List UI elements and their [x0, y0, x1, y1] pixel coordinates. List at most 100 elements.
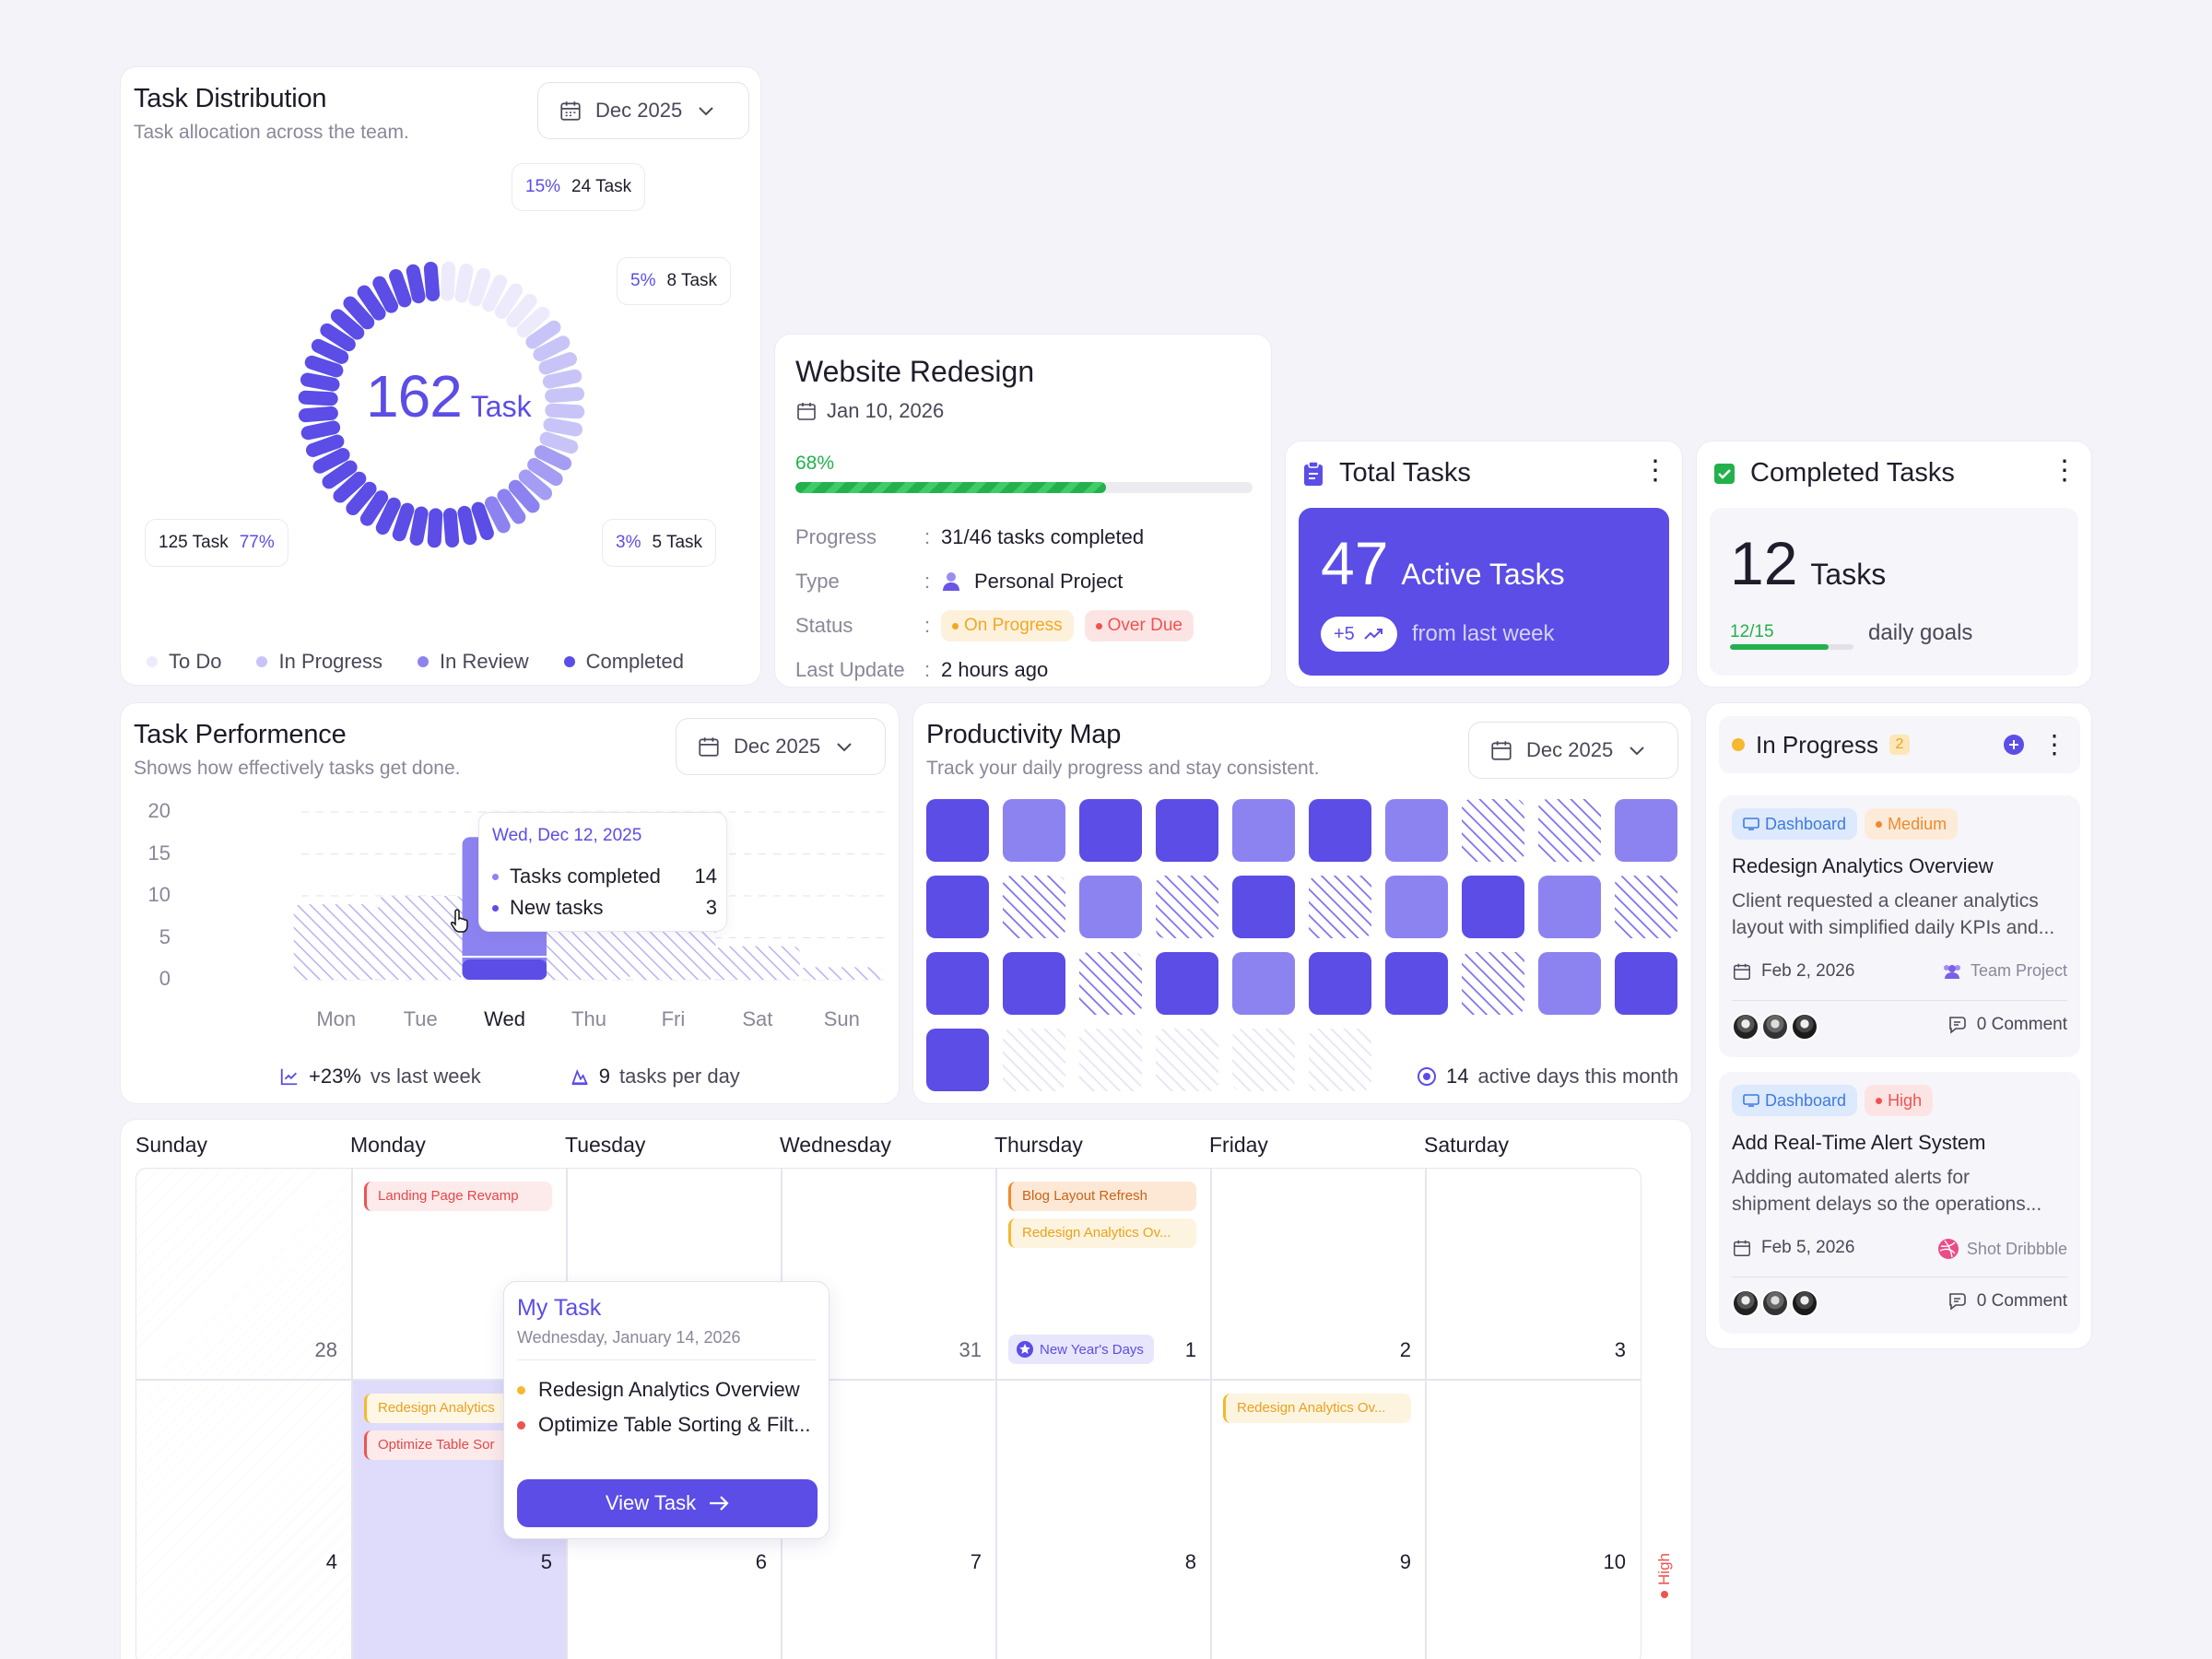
legend-item: To Do: [147, 650, 221, 674]
delta-text: from last week: [1411, 621, 1555, 646]
heatmap-cell[interactable]: [1079, 1029, 1142, 1091]
popup-task-item[interactable]: Optimize Table Sorting & Filt...: [517, 1413, 811, 1437]
heatmap-cell[interactable]: [1156, 799, 1218, 862]
popup-task-item[interactable]: Redesign Analytics Overview: [517, 1378, 800, 1402]
heatmap-cell[interactable]: [1538, 799, 1601, 862]
heatmap-cell[interactable]: [1538, 952, 1601, 1015]
active-days-summary: 14 active days this month: [1417, 1065, 1678, 1088]
calendar-event[interactable]: Redesign Analytics: [364, 1394, 530, 1423]
y-tick-label: 0: [159, 967, 171, 990]
card-title: Total Tasks: [1339, 458, 1471, 488]
heatmap-cell[interactable]: [1156, 876, 1218, 938]
heatmap-cell[interactable]: [1615, 952, 1677, 1015]
calendar-event[interactable]: Redesign Analytics Ov...: [1223, 1394, 1411, 1423]
project-card[interactable]: Website Redesign Jan 10, 2026 68% Progre…: [774, 334, 1272, 688]
day-number[interactable]: 4: [325, 1550, 337, 1573]
priority-side-label: High: [1653, 1553, 1677, 1654]
heatmap-cell[interactable]: [1462, 952, 1524, 1015]
bar[interactable]: [293, 904, 379, 980]
donut-segment: [454, 263, 474, 303]
heatmap-cell[interactable]: [926, 876, 989, 938]
calendar-grid: 28 31 1 2 3 4 5 6 7 8 9 10 Landing Page …: [135, 1168, 1641, 1659]
task-date-row: Feb 2, 2026: [1732, 961, 1854, 982]
active-label: Active Tasks: [1401, 558, 1565, 591]
weekday-label: Sunday: [135, 1133, 208, 1157]
goal-bar: [1730, 644, 1853, 650]
project-date-row: Jan 10, 2026: [795, 399, 944, 423]
heatmap-cell[interactable]: [1232, 952, 1295, 1015]
day-number[interactable]: 10: [1603, 1550, 1626, 1573]
heatmap-cell[interactable]: [1079, 876, 1142, 938]
heatmap-cell[interactable]: [926, 1029, 989, 1091]
day-number[interactable]: 5: [540, 1550, 552, 1573]
donut-segment: [298, 406, 338, 423]
heatmap-cell[interactable]: [1156, 1029, 1218, 1091]
donut-segment: [506, 293, 537, 328]
day-number[interactable]: 31: [959, 1338, 982, 1361]
date-dropdown[interactable]: Dec 2025: [537, 82, 749, 139]
day-number[interactable]: 8: [1184, 1550, 1196, 1573]
calendar-event[interactable]: Landing Page Revamp: [364, 1182, 552, 1211]
status-badge-over-due: Over Due: [1084, 610, 1194, 641]
heatmap-cell[interactable]: [1003, 799, 1065, 862]
heatmap-cell[interactable]: [1003, 952, 1065, 1015]
performance-card: Task Performence Shows how effectively t…: [120, 702, 900, 1104]
heatmap-cell[interactable]: [1385, 876, 1448, 938]
heatmap-cell[interactable]: [1385, 799, 1448, 862]
heatmap-cell[interactable]: [1385, 952, 1448, 1015]
completed-tasks-card: Completed Tasks ⋮ 12 Tasks 12/15 daily g…: [1696, 441, 2092, 688]
heatmap-cell[interactable]: [1003, 1029, 1065, 1091]
heatmap-cell[interactable]: [1309, 876, 1371, 938]
calendar-event[interactable]: Redesign Analytics Ov...: [1008, 1218, 1196, 1248]
comment-icon: [1947, 1291, 1970, 1312]
heatmap-cell[interactable]: [1309, 1029, 1371, 1091]
more-icon[interactable]: ⋮: [2041, 730, 2067, 759]
avatar: [1791, 1013, 1818, 1041]
card-title: Task Distribution: [134, 84, 327, 113]
more-icon[interactable]: ⋮: [2051, 455, 2078, 486]
view-task-button[interactable]: View Task: [517, 1479, 818, 1527]
add-task-icon[interactable]: [2003, 734, 2025, 756]
heatmap-cell[interactable]: [1156, 952, 1218, 1015]
heatmap-cell[interactable]: [1462, 799, 1524, 862]
day-number[interactable]: 6: [755, 1550, 767, 1573]
task-card[interactable]: Dashboard Medium Redesign Analytics Over…: [1719, 795, 2080, 1057]
day-number[interactable]: 28: [314, 1338, 337, 1361]
donut-segment: [518, 469, 553, 500]
day-number[interactable]: 7: [970, 1550, 982, 1573]
heatmap-cell[interactable]: [1538, 876, 1601, 938]
legend-item: In Review: [417, 650, 529, 674]
bar[interactable]: [714, 946, 800, 980]
comment-count[interactable]: 0 Comment: [1947, 1015, 2067, 1035]
bar[interactable]: [378, 896, 464, 980]
calendar-event[interactable]: Optimize Table Sor: [364, 1430, 530, 1460]
date-dropdown[interactable]: Dec 2025: [1468, 722, 1678, 779]
heatmap-cell[interactable]: [1309, 952, 1371, 1015]
calendar-event[interactable]: Blog Layout Refresh: [1008, 1182, 1196, 1211]
date-dropdown[interactable]: Dec 2025: [676, 718, 886, 775]
heatmap-cell[interactable]: [1232, 799, 1295, 862]
task-card[interactable]: Dashboard High Add Real-Time Alert Syste…: [1719, 1072, 2080, 1334]
day-number[interactable]: 9: [1399, 1550, 1411, 1573]
heatmap-cell[interactable]: [1079, 799, 1142, 862]
day-number[interactable]: 1: [1184, 1338, 1196, 1361]
heatmap-cell[interactable]: [1462, 876, 1524, 938]
comment-count[interactable]: 0 Comment: [1947, 1291, 2067, 1312]
holiday-event[interactable]: New Year's Days: [1008, 1335, 1154, 1364]
heatmap-cell[interactable]: [1232, 1029, 1295, 1091]
heatmap-cell[interactable]: [1309, 799, 1371, 862]
heatmap-cell[interactable]: [926, 799, 989, 862]
day-number[interactable]: 3: [1614, 1338, 1626, 1361]
dropdown-label: Dec 2025: [734, 735, 821, 758]
heatmap-cell[interactable]: [926, 952, 989, 1015]
heatmap-cell[interactable]: [1232, 876, 1295, 938]
heatmap-cell[interactable]: [1615, 876, 1677, 938]
heatmap-cell[interactable]: [1079, 952, 1142, 1015]
bar[interactable]: [799, 967, 885, 980]
day-number[interactable]: 2: [1399, 1338, 1411, 1361]
footer-stat: 9 tasks per day: [570, 1065, 740, 1088]
chart-line-icon: [279, 1066, 300, 1087]
more-icon[interactable]: ⋮: [1641, 455, 1669, 486]
heatmap-cell[interactable]: [1615, 799, 1677, 862]
heatmap-cell[interactable]: [1003, 876, 1065, 938]
